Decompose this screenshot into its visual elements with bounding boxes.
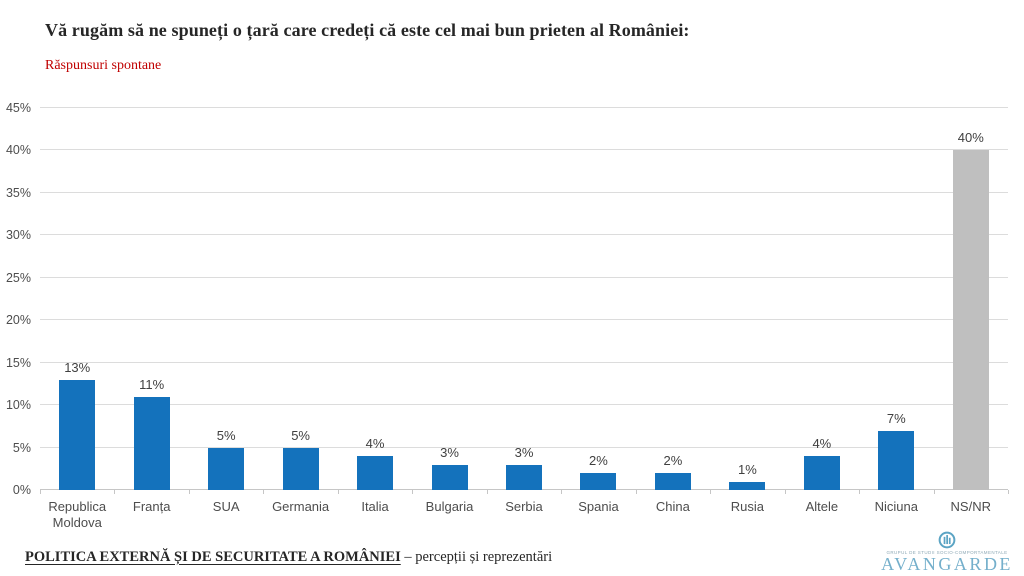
footer-report-subtitle: – percepții și reprezentări (404, 549, 553, 565)
page-subtitle: Răspunsuri spontane (45, 58, 162, 73)
bar (580, 473, 617, 490)
bar-slot: 4% Italia (338, 108, 412, 514)
y-axis-tick-label: 30% (5, 228, 31, 243)
gridline (40, 149, 1008, 151)
x-axis-tick-mark (710, 490, 712, 494)
bar-value-label: 5% (216, 427, 236, 443)
bar-slot: 40% NS/NR (934, 108, 1008, 514)
bar (803, 456, 840, 490)
bar (878, 430, 915, 490)
bar (59, 379, 96, 490)
x-axis-category-label: NS/NR (950, 499, 991, 514)
x-axis-category-label: Germania (272, 499, 330, 514)
bar-slot: 13% Republica Moldova (40, 108, 114, 530)
gridline (40, 404, 1008, 406)
logo-tagline: GRUPUL DE STUDII SOCIO-COMPORTAMENTALE (886, 550, 1008, 555)
bar-slot: 2% Spania (561, 108, 635, 514)
page-title: Vă rugăm să ne spuneți o țară care crede… (45, 20, 690, 40)
y-axis-tick-label: 20% (5, 313, 31, 328)
x-axis-tick-mark (486, 490, 488, 494)
x-axis-tick-mark (933, 490, 935, 494)
x-axis-tick-mark (561, 490, 563, 494)
bar (654, 473, 691, 490)
y-axis-tick-label: 35% (5, 185, 31, 200)
bar (357, 456, 394, 490)
gridline (40, 191, 1008, 193)
y-axis-tick-label: 5% (12, 440, 31, 455)
x-axis-category-label: Rusia (730, 499, 764, 514)
x-axis-tick-mark (1008, 490, 1009, 494)
x-axis-tick-mark (188, 490, 190, 494)
x-axis-category-label: Republica Moldova (48, 499, 107, 530)
x-axis-tick-mark (263, 490, 265, 494)
x-axis-category-label: SUA (212, 499, 240, 514)
y-axis-tick-label: 10% (5, 398, 31, 413)
bar-value-label: 11% (139, 376, 165, 392)
x-axis-tick-mark (114, 490, 116, 494)
bar (282, 447, 319, 490)
bar-value-label: 40% (957, 130, 984, 146)
bar-slot: 7% Niciuna (859, 108, 933, 514)
x-axis-category-label: Bulgaria (425, 499, 474, 514)
bar (729, 481, 766, 490)
y-axis-tick-label: 0% (12, 483, 31, 497)
bar-slot: 11% Franța (114, 108, 188, 514)
x-axis-category-label: Serbia (505, 499, 543, 514)
y-axis-tick-label: 25% (5, 270, 31, 285)
gridline (40, 234, 1008, 236)
bar-slot: 3% Bulgaria (412, 108, 486, 514)
gridline (40, 446, 1008, 448)
bar-slot: 3% Serbia (487, 108, 561, 514)
footer-report-line: POLITICA EXTERNĂ ȘI DE SECURITATE A ROMÂ… (25, 549, 552, 566)
footer-report-title: POLITICA EXTERNĂ ȘI DE SECURITATE A ROMÂ… (25, 549, 401, 565)
bar-value-label: 2% (589, 453, 608, 469)
bar-slot: 5% Germania (263, 108, 337, 514)
avangarde-logo: GRUPUL DE STUDII SOCIO-COMPORTAMENTALE A… (881, 531, 1013, 574)
x-axis-category-label: China (655, 499, 690, 514)
x-axis-category-label: Franța (132, 499, 171, 514)
x-axis-tick-mark (412, 490, 414, 494)
x-axis-category-label: Italia (361, 499, 389, 514)
bar (208, 447, 245, 490)
x-axis-tick-mark (784, 490, 786, 494)
x-axis-tick-mark (40, 490, 41, 494)
y-axis-tick-label: 45% (5, 101, 31, 115)
x-axis-tick-mark (635, 490, 637, 494)
bar-slot: 2% China (636, 108, 710, 514)
bar-slot: 4% Altele (785, 108, 859, 514)
gridline (40, 107, 1008, 108)
gridline (40, 276, 1008, 278)
bar-slot: 5% SUA (189, 108, 263, 514)
bar-value-label: 4% (812, 436, 832, 452)
bar-value-label: 4% (365, 436, 385, 452)
bar-chart-plot-area: 0% 5% 10% 15% 20% 25% 30% 35% 40% 45% 13% Republica… (6, 101, 1009, 530)
logo-name: AVANGARDE (881, 554, 1013, 574)
x-axis-category-label: Altele (805, 499, 839, 514)
x-axis-tick-mark (859, 490, 861, 494)
gridline (40, 361, 1008, 363)
bar (431, 464, 468, 490)
avangarde-logo-icon (938, 531, 956, 549)
bar-value-label: 5% (291, 427, 310, 443)
bar-value-label: 13% (64, 359, 91, 375)
x-axis-tick-mark (337, 490, 339, 494)
x-axis-category-label: Spania (578, 499, 619, 514)
bar (952, 150, 989, 490)
bar-value-label: 2% (663, 453, 683, 469)
gridline (40, 319, 1008, 321)
bar (133, 396, 170, 490)
bar-value-label: 7% (886, 410, 906, 426)
bar-value-label: 1% (737, 461, 757, 477)
y-axis-tick-label: 40% (5, 143, 31, 158)
bar-value-label: 3% (440, 444, 459, 460)
x-axis-category-label: Niciuna (874, 499, 918, 514)
bar (505, 464, 542, 490)
bar-slot: 1% Rusia (710, 108, 784, 514)
bar-value-label: 3% (514, 444, 534, 460)
y-axis-tick-label: 15% (5, 355, 31, 370)
